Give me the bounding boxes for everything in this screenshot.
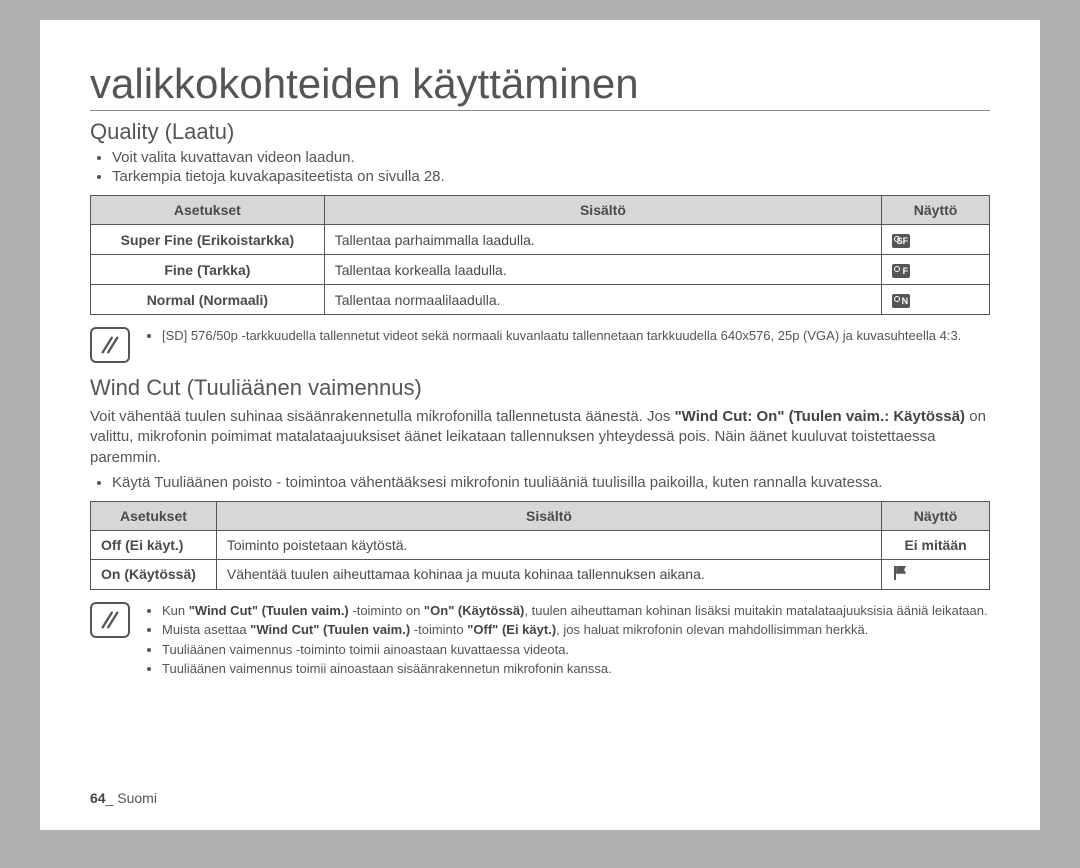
cell-desc: Vähentää tuulen aiheuttamaa kohinaa ja m…: [216, 559, 881, 589]
footer-lang: Suomi: [117, 790, 157, 806]
col-sisalto: Sisältö: [324, 196, 881, 225]
quality-note: [SD] 576/50p -tarkkuudella tallennetut v…: [90, 325, 990, 363]
windcut-table: Asetukset Sisältö Näyttö Off (Ei käyt.) …: [90, 501, 990, 590]
windcut-bullet: Käytä Tuuliäänen poisto - toimintoa vähe…: [112, 474, 990, 491]
windcut-heading: Wind Cut (Tuuliäänen vaimennus): [90, 375, 990, 401]
windcut-on-icon: [892, 566, 908, 580]
note-content: [SD] 576/50p -tarkkuudella tallennetut v…: [144, 325, 990, 347]
cell-display: Ei mitään: [882, 530, 990, 559]
table-row: Super Fine (Erikoistarkka) Tallentaa par…: [91, 225, 990, 255]
windcut-note: Kun "Wind Cut" (Tuulen vaim.) -toiminto …: [90, 600, 990, 680]
quality-heading: Quality (Laatu): [90, 119, 990, 145]
col-asetukset: Asetukset: [91, 501, 217, 530]
col-asetukset: Asetukset: [91, 196, 325, 225]
table-row: On (Käytössä) Vähentää tuulen aiheuttama…: [91, 559, 990, 589]
table-header-row: Asetukset Sisältö Näyttö: [91, 196, 990, 225]
quality-bullet: Tarkempia tietoja kuvakapasiteetista on …: [112, 168, 990, 185]
note-icon: [90, 327, 130, 363]
note-item: Tuuliäänen vaimennus -toiminto toimii ai…: [162, 641, 990, 659]
note-item: Muista asettaa "Wind Cut" (Tuulen vaim.)…: [162, 621, 990, 639]
col-sisalto: Sisältö: [216, 501, 881, 530]
cell-icon: SF: [882, 225, 990, 255]
cell-desc: Tallentaa parhaimmalla laadulla.: [324, 225, 881, 255]
col-naytto: Näyttö: [882, 196, 990, 225]
quality-bullet: Voit valita kuvattavan videon laadun.: [112, 149, 990, 166]
table-header-row: Asetukset Sisältö Näyttö: [91, 501, 990, 530]
cell-desc: Tallentaa normaalilaadulla.: [324, 285, 881, 315]
quality-table: Asetukset Sisältö Näyttö Super Fine (Eri…: [90, 195, 990, 315]
quality-f-icon: F: [892, 264, 910, 278]
cell-setting: Normal (Normaali): [91, 285, 325, 315]
cell-setting: On (Käytössä): [91, 559, 217, 589]
intro-pre: Voit vähentää tuulen suhinaa sisäänraken…: [90, 408, 675, 425]
windcut-intro: Voit vähentää tuulen suhinaa sisäänraken…: [90, 407, 990, 468]
note-icon: [90, 602, 130, 638]
quality-n-icon: N: [892, 294, 910, 308]
cell-setting: Off (Ei käyt.): [91, 530, 217, 559]
note-item: Tuuliäänen vaimennus toimii ainoastaan s…: [162, 660, 990, 678]
page-footer: 64_ Suomi: [90, 790, 157, 806]
col-naytto: Näyttö: [882, 501, 990, 530]
intro-bold: "Wind Cut: On" (Tuulen vaim.: Käytössä): [675, 408, 966, 425]
table-row: Fine (Tarkka) Tallentaa korkealla laadul…: [91, 255, 990, 285]
page-number: 64: [90, 790, 106, 806]
quality-bullets: Voit valita kuvattavan videon laadun. Ta…: [90, 149, 990, 185]
windcut-bullets: Käytä Tuuliäänen poisto - toimintoa vähe…: [90, 474, 990, 491]
cell-icon: F: [882, 255, 990, 285]
cell-setting: Fine (Tarkka): [91, 255, 325, 285]
footer-sep: _: [106, 790, 118, 806]
cell-setting: Super Fine (Erikoistarkka): [91, 225, 325, 255]
cell-icon: N: [882, 285, 990, 315]
cell-desc: Tallentaa korkealla laadulla.: [324, 255, 881, 285]
quality-sf-icon: SF: [892, 234, 910, 248]
page-title: valikkokohteiden käyttäminen: [90, 60, 990, 111]
note-text: [SD] 576/50p -tarkkuudella tallennetut v…: [162, 327, 990, 345]
table-row: Off (Ei käyt.) Toiminto poistetaan käytö…: [91, 530, 990, 559]
note-content: Kun "Wind Cut" (Tuulen vaim.) -toiminto …: [144, 600, 990, 680]
note-item: Kun "Wind Cut" (Tuulen vaim.) -toiminto …: [162, 602, 990, 620]
cell-desc: Toiminto poistetaan käytöstä.: [216, 530, 881, 559]
document-page: valikkokohteiden käyttäminen Quality (La…: [40, 20, 1040, 830]
table-row: Normal (Normaali) Tallentaa normaalilaad…: [91, 285, 990, 315]
cell-display: [882, 559, 990, 589]
